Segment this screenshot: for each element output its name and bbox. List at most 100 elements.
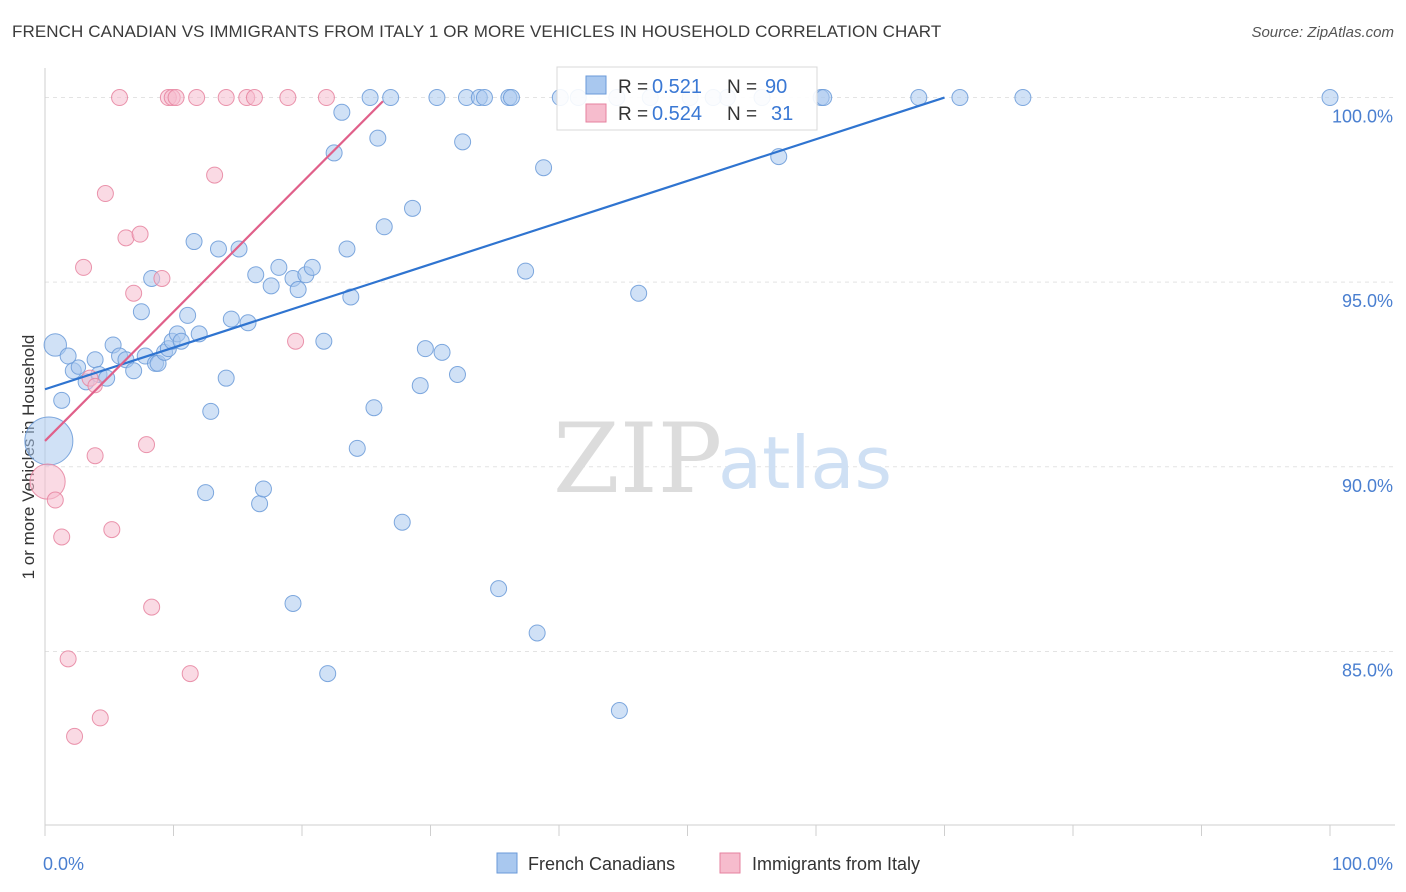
point-french-canadians: [528, 624, 546, 642]
point-immigrants-from-italy: [53, 528, 71, 546]
point-french-canadians: [454, 133, 472, 151]
point-french-canadians: [630, 284, 648, 302]
point-immigrants-from-italy: [181, 665, 199, 683]
point-immigrants-from-italy: [46, 491, 64, 509]
point-french-canadians: [179, 306, 197, 324]
trend-line-immigrants-from-italy: [44, 100, 384, 442]
stats-r-label-pink: R =: [618, 104, 648, 125]
point-french-canadians: [319, 665, 337, 683]
point-immigrants-from-italy: [66, 727, 84, 745]
point-french-canadians: [348, 439, 366, 457]
point-french-canadians: [209, 240, 227, 258]
point-french-canadians: [315, 332, 333, 350]
stats-n-value-pink: 31: [771, 103, 793, 125]
point-immigrants-from-italy: [75, 258, 93, 276]
x-tick-label: 100.0%: [1332, 854, 1393, 874]
point-immigrants-from-italy: [138, 436, 156, 454]
point-french-canadians: [411, 377, 429, 395]
point-french-canadians: [610, 702, 628, 720]
x-tick-label: 0.0%: [43, 854, 84, 874]
point-immigrants-from-italy: [125, 284, 143, 302]
point-french-canadians: [70, 359, 87, 375]
trend-lines: [44, 96, 945, 442]
grid-lines: [45, 97, 1395, 652]
y-tick-label: 100.0%: [1332, 107, 1393, 127]
point-french-canadians: [217, 369, 235, 387]
y-tick-label: 85.0%: [1342, 660, 1393, 680]
point-french-canadians: [382, 89, 400, 107]
point-french-canadians: [86, 351, 104, 369]
point-immigrants-from-italy: [206, 166, 224, 184]
watermark-atlas: atlas: [718, 421, 892, 505]
stats-r-label-blue: R =: [618, 77, 648, 98]
point-french-canadians: [375, 218, 393, 236]
point-french-canadians: [333, 103, 351, 121]
point-immigrants-from-italy: [96, 185, 114, 203]
point-french-canadians: [222, 310, 240, 328]
point-french-canadians: [535, 159, 553, 177]
point-french-canadians: [433, 343, 451, 361]
y-axis-label: 1 or more Vehicles in Household: [19, 335, 38, 580]
stats-swatch-blue: [585, 75, 607, 95]
point-french-canadians: [43, 333, 67, 357]
point-immigrants-from-italy: [217, 89, 235, 107]
x-tick-labels: 0.0% 100.0%: [43, 854, 1393, 874]
point-immigrants-from-italy: [103, 521, 121, 539]
point-immigrants-from-italy: [117, 229, 135, 247]
point-french-canadians: [517, 262, 535, 280]
point-french-canadians: [197, 484, 215, 502]
point-immigrants-from-italy: [317, 89, 335, 107]
point-french-canadians: [262, 277, 280, 295]
watermark-zip: ZIP: [553, 403, 722, 515]
source-credit: Source: ZipAtlas.com: [1251, 24, 1394, 41]
point-french-canadians: [428, 89, 446, 107]
point-french-canadians: [1014, 89, 1032, 107]
point-french-canadians: [289, 281, 307, 299]
point-immigrants-from-italy: [167, 89, 185, 107]
point-immigrants-from-italy: [153, 269, 171, 287]
y-tick-labels: 100.0% 95.0% 90.0% 85.0%: [1332, 107, 1393, 681]
point-french-canadians: [53, 391, 71, 409]
series-immigrants-from-italy: [29, 89, 335, 745]
stats-r-value-pink: 0.524: [652, 103, 702, 125]
point-french-canadians: [475, 89, 493, 107]
point-french-canadians: [1321, 89, 1339, 107]
chart-title: FRENCH CANADIAN VS IMMIGRANTS FROM ITALY…: [12, 22, 942, 41]
point-french-canadians: [251, 495, 269, 513]
point-french-canadians: [393, 513, 411, 531]
point-immigrants-from-italy: [188, 89, 206, 107]
stats-n-label-blue: N =: [727, 77, 757, 98]
point-immigrants-from-italy: [87, 377, 103, 394]
point-french-canadians: [815, 89, 833, 107]
point-french-canadians: [338, 240, 356, 258]
point-immigrants-from-italy: [287, 332, 305, 350]
point-french-canadians: [325, 144, 343, 162]
point-french-canadians: [24, 416, 74, 466]
point-immigrants-from-italy: [91, 709, 109, 727]
point-french-canadians: [502, 89, 520, 107]
point-french-canadians: [132, 303, 150, 321]
point-immigrants-from-italy: [131, 225, 149, 243]
stats-r-value-blue: 0.521: [652, 76, 702, 98]
point-french-canadians: [490, 580, 508, 598]
stats-swatch-pink: [585, 103, 607, 123]
legend-label-immigrants-from-italy: Immigrants from Italy: [752, 854, 920, 874]
point-french-canadians: [951, 89, 969, 107]
point-immigrants-from-italy: [86, 447, 104, 465]
point-french-canadians: [59, 347, 77, 365]
point-french-canadians: [125, 362, 143, 380]
stats-box: R = 0.521 N = 90 R = 0.524 N = 31: [556, 66, 818, 131]
point-immigrants-from-italy: [245, 89, 263, 107]
point-french-canadians: [270, 258, 288, 276]
legend-swatch-immigrants-from-italy: [719, 852, 741, 874]
point-french-canadians: [369, 129, 387, 147]
point-french-canadians: [284, 594, 302, 612]
point-immigrants-from-italy: [59, 650, 77, 668]
point-french-canadians: [404, 199, 422, 217]
stats-n-value-blue: 90: [765, 76, 787, 98]
point-immigrants-from-italy: [111, 89, 129, 107]
point-french-canadians: [247, 266, 265, 284]
watermark: ZIP atlas: [553, 403, 892, 515]
point-french-canadians: [448, 365, 466, 383]
